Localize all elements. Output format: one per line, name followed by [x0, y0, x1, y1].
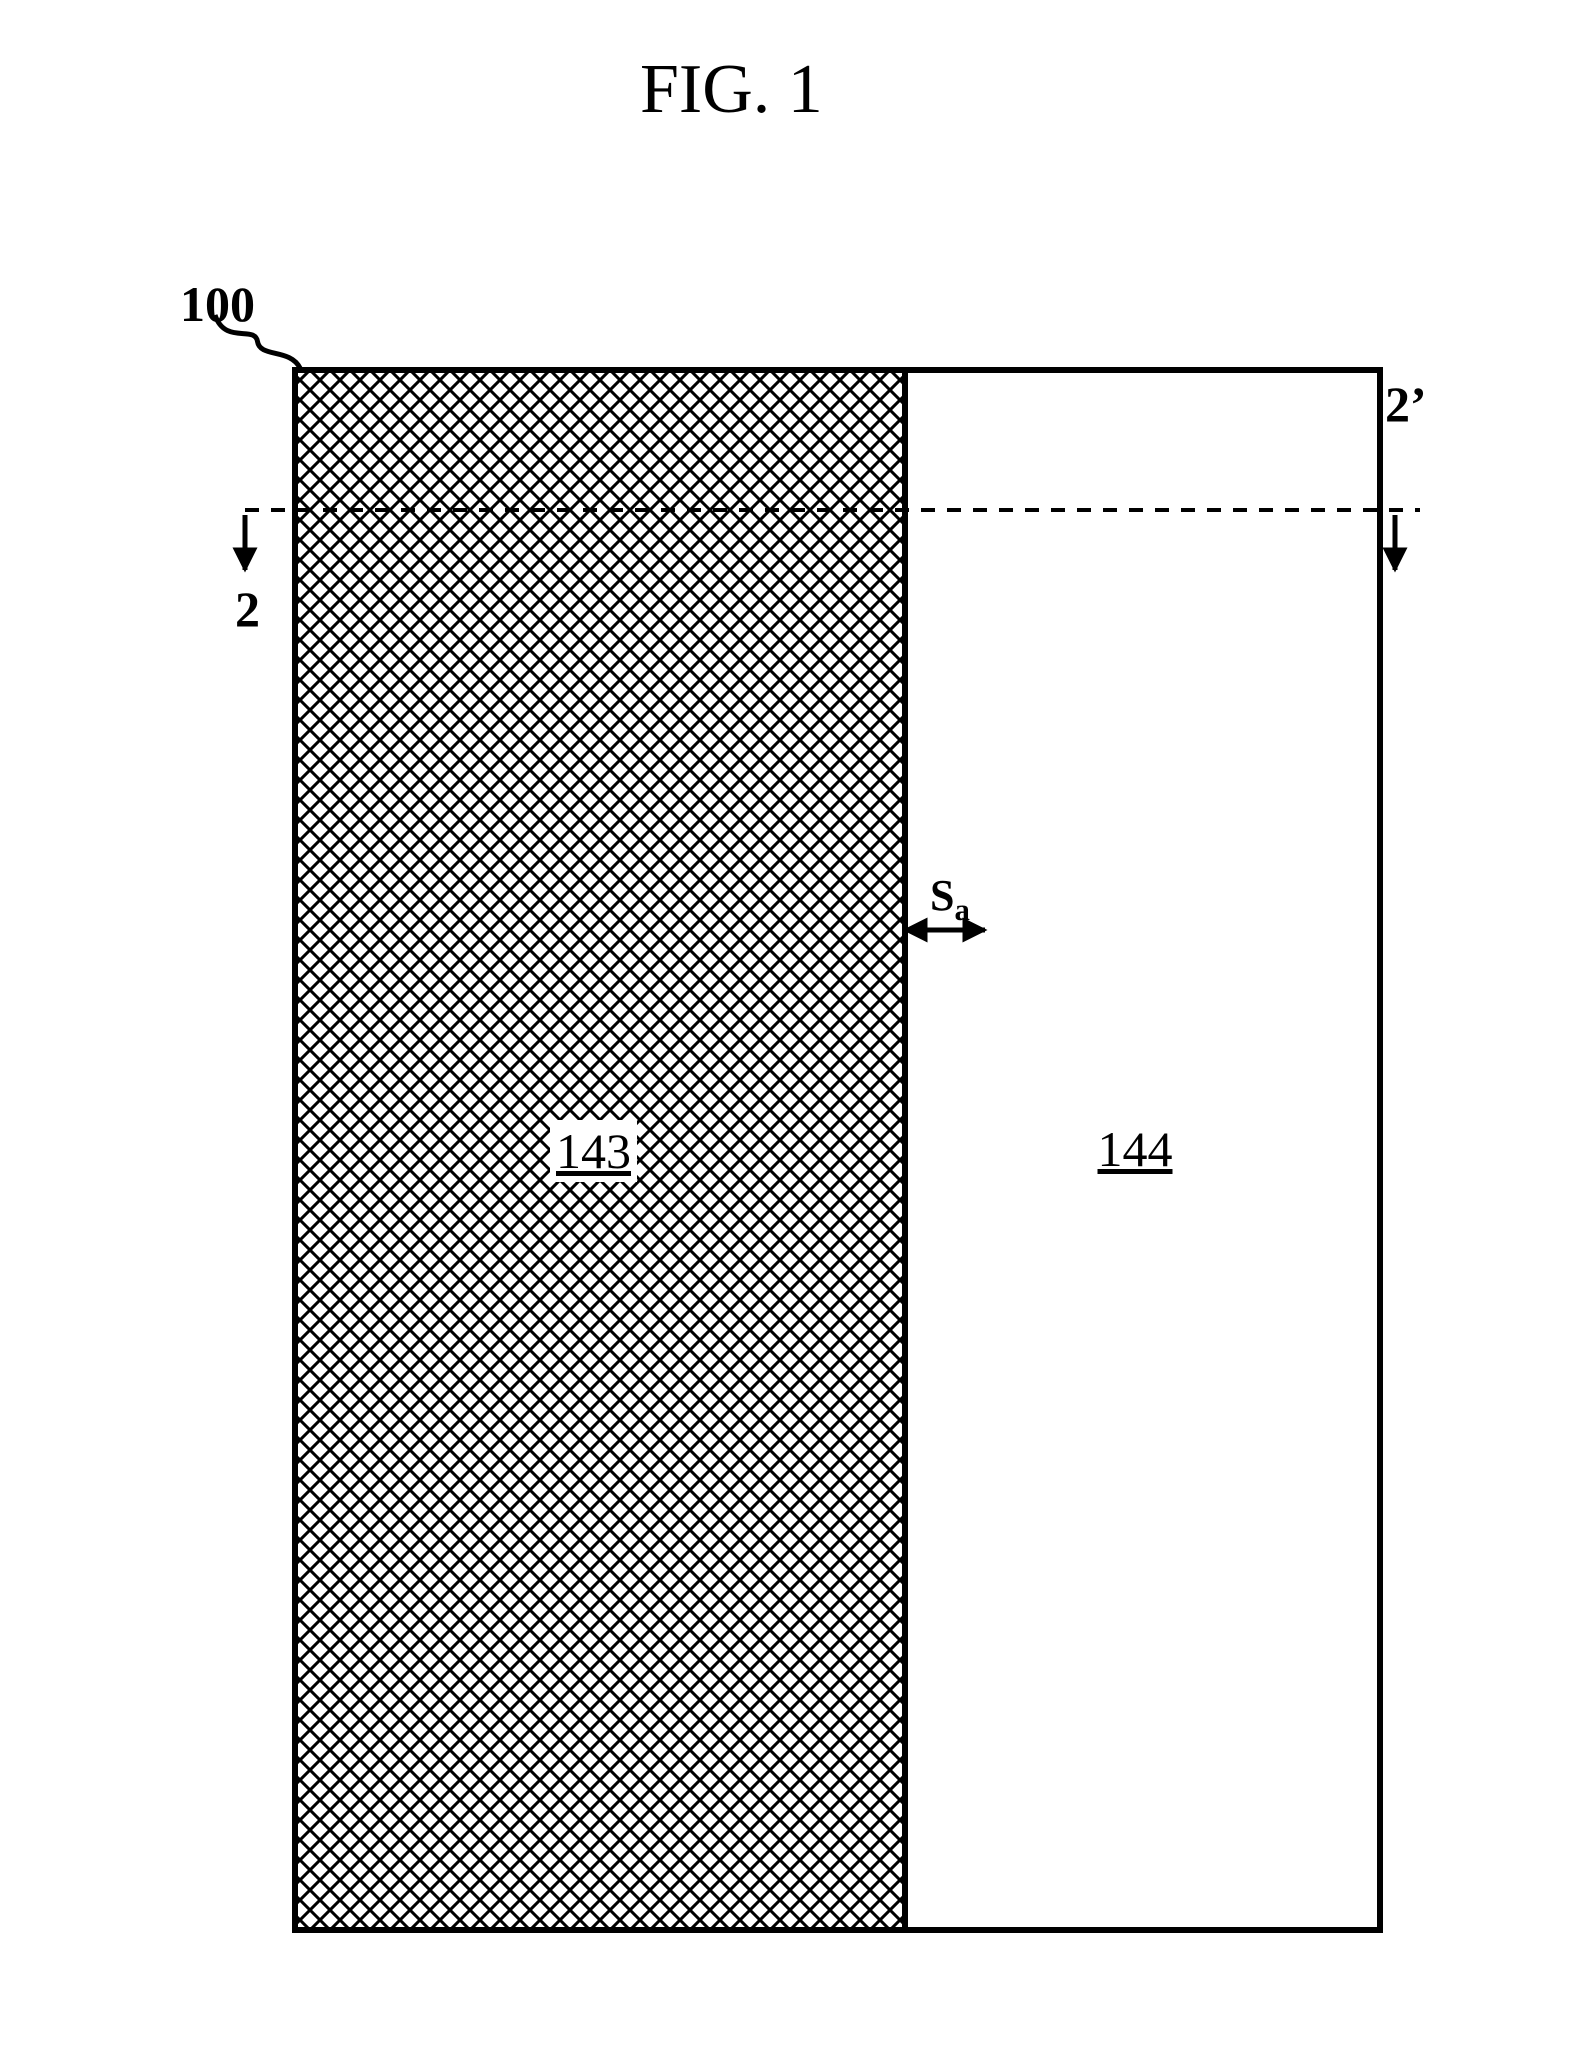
region-143-text: 143	[556, 1123, 631, 1179]
sa-dimension-label: Sa	[930, 870, 970, 928]
sa-prefix: S	[930, 871, 954, 920]
assembly-ref-label: 100	[180, 275, 255, 333]
region-144-label: 144	[1098, 1120, 1173, 1178]
section-label-right: 2’	[1385, 375, 1427, 433]
figure-title: FIG. 1	[640, 50, 823, 130]
region-143-label: 143	[550, 1120, 637, 1182]
section-label-left: 2	[235, 580, 260, 638]
sa-sub: a	[954, 893, 969, 927]
